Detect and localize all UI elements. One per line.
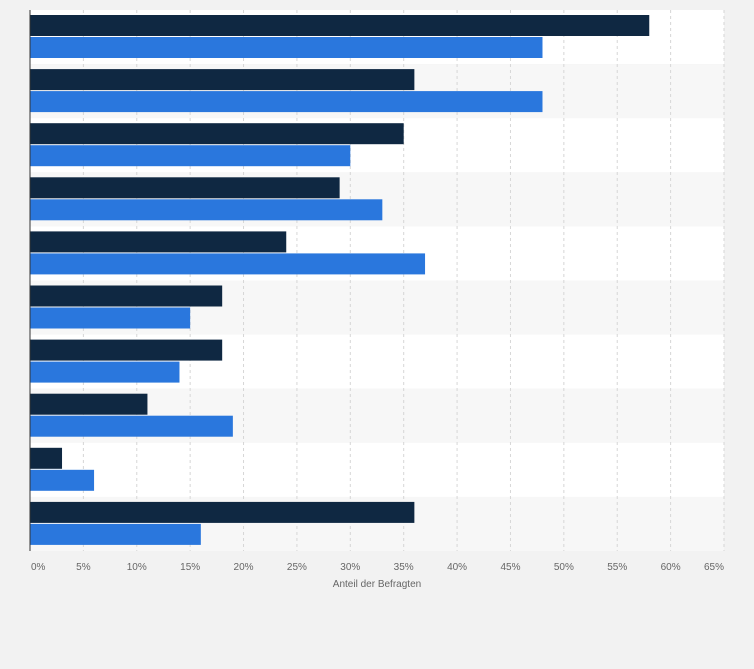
bar-series-1[interactable] [30,123,404,145]
x-tick-label: 60% [661,562,681,573]
x-tick-label: 20% [234,562,254,573]
bar-series-2[interactable] [30,37,543,58]
bar-series-2[interactable] [30,145,351,167]
x-axis-title: Anteil der Befragten [333,579,421,590]
bar-series-1[interactable] [30,447,63,469]
x-tick-label: 50% [554,562,574,573]
bar-series-1[interactable] [30,501,415,523]
x-tick-label: 10% [127,562,147,573]
bar-series-2[interactable] [30,253,426,275]
bar-series-1[interactable] [30,177,340,199]
bar-series-2[interactable] [30,91,543,113]
bar-series-2[interactable] [30,415,233,437]
bar-series-1[interactable] [30,285,223,307]
x-tick-label: 35% [394,562,414,573]
bar-series-1[interactable] [30,231,287,253]
bars [30,15,650,545]
bar-series-2[interactable] [30,523,201,545]
row-band [30,442,724,497]
bar-series-1[interactable] [30,393,148,415]
bar-series-1[interactable] [30,69,415,91]
x-tick-label: 25% [287,562,307,573]
x-tick-labels: 0% 5% 10% 15% 20% 25% 30% 35% 40% 45% 50% 55% 60% 65% [31,562,724,573]
x-tick-label: 5% [76,562,91,573]
x-tick-label: 15% [180,562,200,573]
bar-series-2[interactable] [30,361,180,383]
bar-series-1[interactable] [30,339,223,361]
x-tick-label: 0% [31,562,46,573]
x-tick-label: 30% [340,562,360,573]
bar-series-2[interactable] [30,469,95,491]
x-tick-label: 55% [607,562,627,573]
x-tick-label: 65% [704,562,724,573]
x-tick-label: 45% [500,562,520,573]
bar-series-1[interactable] [30,15,650,36]
bar-series-2[interactable] [30,307,191,329]
bar-series-2[interactable] [30,199,383,221]
x-tick-label: 40% [447,562,467,573]
